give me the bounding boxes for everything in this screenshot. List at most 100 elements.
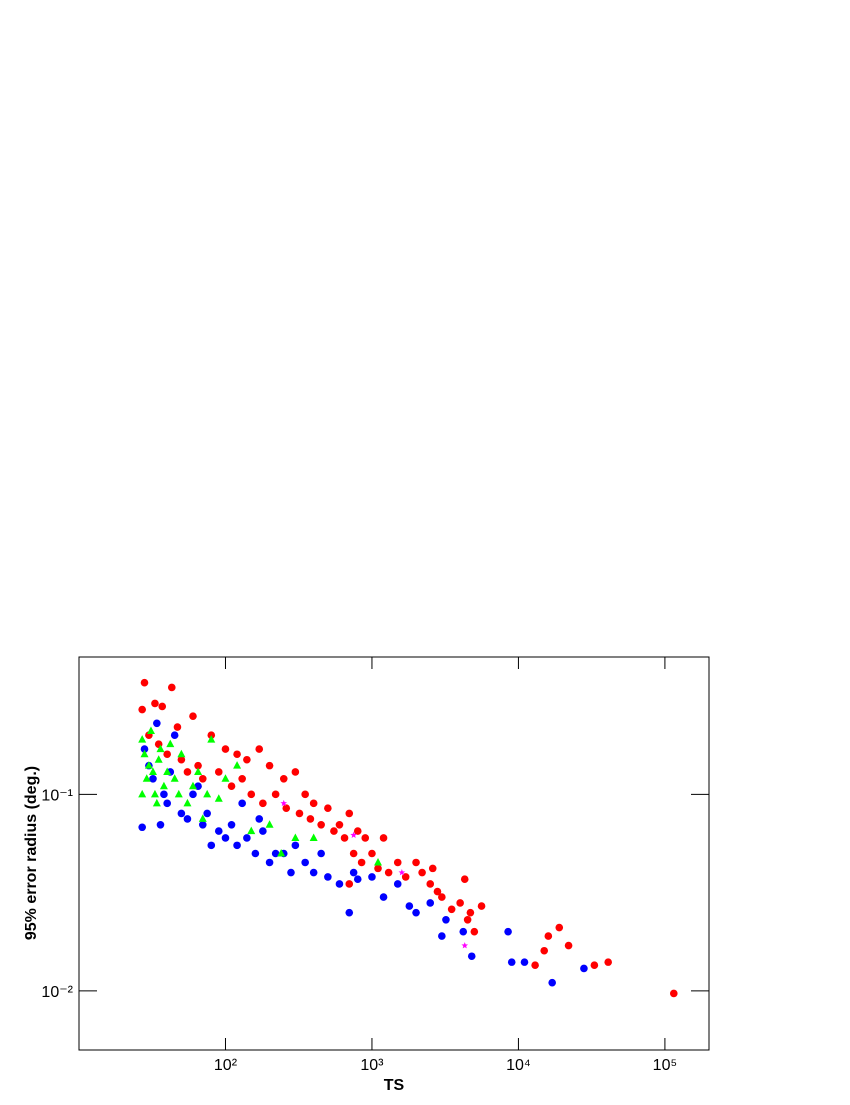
data-point <box>138 705 146 714</box>
data-point <box>345 809 354 818</box>
data-point <box>255 745 264 753</box>
data-point <box>140 749 149 758</box>
data-point <box>188 781 197 790</box>
data-point <box>221 834 230 842</box>
data-point <box>183 798 192 807</box>
data-point <box>279 774 288 783</box>
data-point <box>291 841 300 850</box>
data-point <box>198 814 207 822</box>
data-point <box>259 827 267 835</box>
data-point <box>183 768 192 776</box>
data-point <box>412 908 420 917</box>
x-tick-label: 10⁴ <box>506 1057 531 1074</box>
data-point <box>170 731 179 739</box>
data-point <box>368 849 376 858</box>
data-point <box>368 873 376 881</box>
data-point <box>317 849 325 858</box>
data-point <box>198 820 207 829</box>
data-point <box>357 858 366 867</box>
data-point <box>426 880 435 888</box>
data-point <box>243 834 251 842</box>
data-point <box>384 868 393 877</box>
data-point <box>405 902 414 910</box>
data-point <box>255 815 264 823</box>
data-point <box>159 781 168 790</box>
data-point <box>163 750 171 759</box>
data-point <box>142 774 151 782</box>
data-point <box>340 834 349 842</box>
data-point <box>174 789 183 798</box>
data-point <box>214 827 223 835</box>
data-point <box>324 804 332 813</box>
data-point <box>507 958 516 966</box>
data-point <box>189 790 197 799</box>
data-point <box>227 782 236 791</box>
data-point <box>163 767 172 775</box>
data-point <box>379 893 388 901</box>
data-point <box>345 880 354 888</box>
x-axis-title: TS <box>384 1077 405 1094</box>
data-point <box>669 989 678 998</box>
data-point <box>221 774 230 782</box>
data-point <box>466 908 475 917</box>
data-point <box>271 849 280 858</box>
data-point <box>150 789 159 798</box>
data-point <box>442 915 450 924</box>
data-point <box>138 823 146 832</box>
data-point <box>447 905 456 914</box>
data-point <box>166 739 175 748</box>
data-point <box>170 774 179 782</box>
data-point <box>374 857 383 866</box>
data-point <box>177 749 186 758</box>
data-point <box>335 880 344 888</box>
plot-frame <box>78 656 710 1051</box>
data-point <box>459 927 468 936</box>
data-point <box>306 815 315 823</box>
data-point <box>140 745 149 753</box>
data-point <box>194 767 203 775</box>
data-point <box>580 964 588 973</box>
data-point <box>564 941 573 950</box>
data-point <box>251 849 260 858</box>
data-point <box>214 768 223 776</box>
data-point <box>156 820 165 829</box>
data-point <box>353 875 362 883</box>
data-point <box>247 790 256 799</box>
data-point <box>412 858 420 867</box>
data-point <box>138 735 147 743</box>
data-point <box>540 946 549 955</box>
data-point <box>393 880 402 888</box>
data-point <box>265 820 274 828</box>
data-point <box>324 873 332 881</box>
data-point <box>398 869 406 876</box>
data-point <box>317 820 325 829</box>
data-point <box>265 761 274 770</box>
data-point <box>243 755 251 764</box>
data-point <box>461 942 469 949</box>
data-point <box>330 827 338 835</box>
data-point <box>504 927 512 936</box>
data-point <box>291 833 300 841</box>
data-point <box>233 841 241 850</box>
data-point <box>418 868 426 877</box>
data-point <box>463 915 472 924</box>
data-point <box>265 858 274 867</box>
data-point <box>428 864 437 873</box>
data-point <box>149 774 157 783</box>
data-point <box>301 790 309 799</box>
data-point <box>227 820 236 829</box>
data-point <box>544 932 553 940</box>
data-point <box>548 978 556 987</box>
data-point <box>214 794 223 802</box>
data-point <box>158 702 167 711</box>
data-point <box>259 799 267 808</box>
data-point <box>247 826 256 835</box>
data-point <box>194 761 202 770</box>
data-point <box>301 858 309 867</box>
data-point <box>183 815 192 823</box>
data-point <box>309 833 318 841</box>
data-point <box>152 798 161 807</box>
data-point <box>280 799 288 807</box>
data-point <box>349 868 358 877</box>
